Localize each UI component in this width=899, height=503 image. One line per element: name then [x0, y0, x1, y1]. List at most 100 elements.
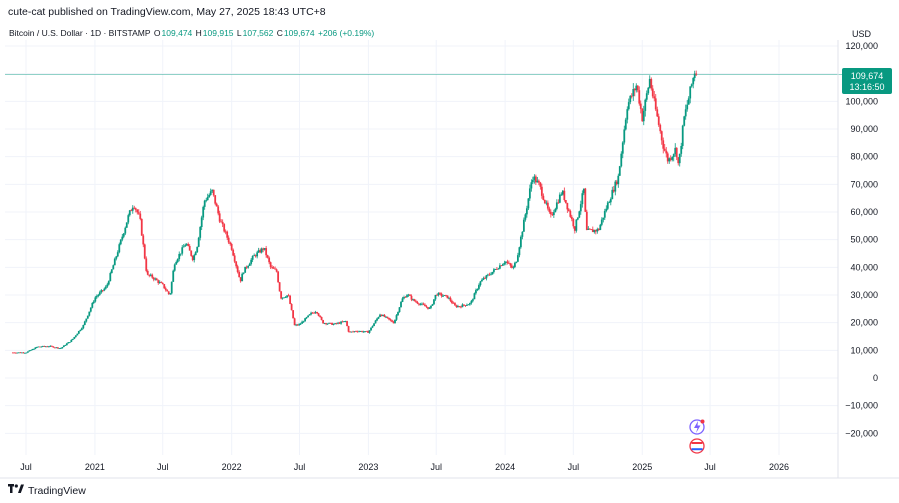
chart-grid	[5, 40, 838, 455]
candle-body	[407, 294, 410, 296]
candle-body	[232, 249, 235, 256]
candle-body	[41, 345, 44, 347]
candle-body	[40, 346, 43, 348]
candle-body	[290, 303, 293, 311]
candle-body	[191, 255, 194, 261]
candle-body	[344, 321, 347, 322]
symbol-name[interactable]: Bitcoin / U.S. Dollar · 1D · BITSTAMP	[9, 28, 151, 38]
candle-body	[609, 199, 612, 203]
candle-body	[134, 208, 137, 210]
candle-body	[196, 246, 199, 253]
candle-body	[295, 324, 298, 326]
close-label: C	[276, 28, 283, 38]
x-tick-label: Jul	[20, 462, 32, 472]
candle-body	[251, 256, 254, 260]
candle-body	[585, 211, 588, 230]
candle-body	[124, 227, 127, 234]
candle-body	[632, 89, 635, 97]
candle-body	[275, 269, 278, 272]
candle-body	[154, 278, 157, 280]
candle-body	[576, 217, 579, 220]
candle-body	[689, 86, 692, 99]
candle-body	[671, 156, 674, 160]
candle-body	[248, 263, 251, 266]
candle-body	[392, 321, 395, 324]
candle-body	[365, 331, 368, 332]
low-value: 107,562	[242, 28, 274, 38]
candle-body	[618, 166, 621, 176]
candle-body	[148, 274, 151, 276]
candle-body	[600, 219, 603, 225]
us-flag-earnings-icon[interactable]	[689, 438, 705, 454]
candle-body	[127, 215, 130, 223]
candle-body	[437, 292, 440, 296]
candle-body	[92, 301, 95, 303]
candle-body	[428, 307, 431, 309]
candle-body	[259, 250, 262, 253]
candle-body	[515, 261, 518, 263]
open-value: 109,474	[161, 28, 193, 38]
candle-body	[623, 129, 626, 143]
candle-body	[332, 324, 335, 325]
candle-body	[491, 271, 494, 275]
candle-body	[581, 193, 584, 205]
candle-body	[506, 261, 509, 263]
candle-body	[152, 277, 155, 280]
candle-body	[233, 255, 236, 262]
currency-label[interactable]: USD	[852, 29, 872, 39]
candle-body	[311, 312, 314, 314]
candle-body	[181, 247, 184, 254]
candle-body	[79, 329, 82, 331]
candle-body	[103, 288, 106, 291]
candle-body	[44, 346, 47, 348]
candle-body	[683, 116, 686, 126]
candle-body	[397, 312, 399, 316]
candle-body	[172, 270, 175, 282]
candle-body	[203, 200, 206, 207]
candle-body	[575, 219, 578, 231]
candle-body	[190, 250, 193, 256]
candle-body	[464, 305, 467, 307]
candle-body	[409, 294, 411, 296]
candle-body	[457, 306, 459, 308]
flash-alert-icon[interactable]	[689, 419, 705, 435]
candle-body	[128, 210, 131, 216]
candle-body	[71, 338, 74, 340]
candle-body	[599, 224, 602, 230]
candle-body	[86, 315, 89, 319]
candle-body	[31, 349, 34, 351]
candle-body	[361, 331, 363, 333]
candle-body	[227, 237, 230, 243]
candle-body	[467, 304, 470, 306]
candle-body	[212, 189, 215, 196]
candle-body	[642, 110, 645, 122]
candle-body	[371, 326, 374, 328]
candle-body	[463, 304, 465, 306]
candle-body	[516, 255, 519, 262]
candle-body	[112, 265, 115, 270]
x-tick-label: Jul	[430, 462, 442, 472]
tradingview-brand[interactable]: TradingView	[8, 484, 86, 497]
candle-body	[422, 303, 425, 305]
time-axis: Jul 2021 Jul 2022 Jul 2023 Jul 2024 Jul 2025 Jul 20…	[0, 462, 899, 479]
candle-body	[587, 228, 590, 230]
candle-body	[635, 85, 638, 91]
candle-body	[677, 157, 680, 164]
candle-body	[518, 247, 521, 256]
candle-body	[217, 206, 220, 214]
candle-body	[20, 352, 23, 354]
candle-body	[55, 347, 58, 349]
candle-body	[229, 242, 232, 244]
candle-body	[521, 231, 524, 237]
candle-body	[206, 197, 209, 201]
candle-body	[404, 297, 407, 298]
candle-body	[449, 297, 452, 301]
tv-logo-icon	[8, 484, 24, 497]
candle-body	[400, 301, 402, 308]
candle-body	[22, 352, 25, 354]
candle-body	[431, 304, 434, 306]
candle-body	[200, 217, 203, 228]
candle-body	[421, 303, 423, 305]
candle-body	[638, 90, 641, 104]
